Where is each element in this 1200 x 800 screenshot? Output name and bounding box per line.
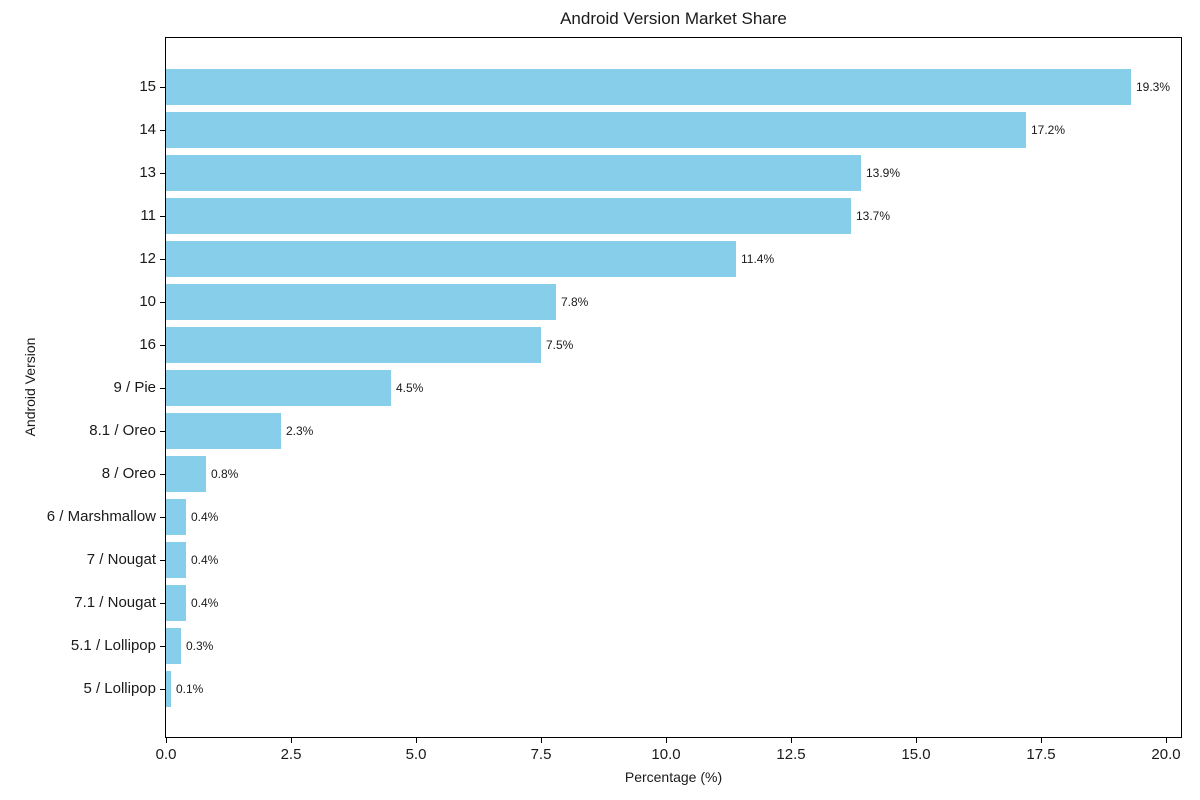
- y-tick-label: 12: [139, 249, 156, 267]
- plot-area: 19.3% 17.2% 13.9% 13.7% 11.4% 7.8% 7.5% 4.5% 2.3…: [165, 37, 1182, 738]
- bar: [166, 197, 851, 234]
- bar-row: 0.4%: [166, 495, 1181, 538]
- y-tick-label: 15: [139, 77, 156, 95]
- bar-row: 17.2%: [166, 108, 1181, 151]
- y-tick-mark: [160, 430, 165, 432]
- bar-row: 19.3%: [166, 65, 1181, 108]
- x-tick-mark: [166, 738, 167, 743]
- x-tick-label: 10.0: [651, 746, 681, 763]
- y-tick-mark: [160, 258, 165, 260]
- x-tick-label: 5.0: [405, 746, 427, 763]
- y-tick-mark: [160, 559, 165, 561]
- bar-value-label: 0.4%: [191, 595, 219, 610]
- x-tick-mark: [416, 738, 417, 743]
- bar-value-label: 17.2%: [1031, 122, 1066, 137]
- bar: [166, 154, 861, 191]
- x-tick-label: 0.0: [155, 746, 177, 763]
- x-tick-mark: [1041, 738, 1042, 743]
- bar: [166, 369, 391, 406]
- y-tick-label: 11: [140, 206, 156, 224]
- y-tick-mark: [160, 86, 165, 88]
- bar: [166, 326, 541, 363]
- bar-row: 4.5%: [166, 366, 1181, 409]
- bar-row: 11.4%: [166, 237, 1181, 280]
- y-tick-mark: [160, 387, 165, 389]
- x-tick-label: 17.5: [1026, 746, 1056, 763]
- x-tick-mark: [1166, 738, 1167, 743]
- bar: [166, 670, 171, 707]
- x-tick-label: 12.5: [776, 746, 806, 763]
- chart-title: Android Version Market Share: [560, 9, 787, 28]
- y-tick-label: 7 / Nougat: [86, 550, 156, 568]
- bar-value-label: 0.8%: [211, 466, 239, 481]
- y-tick-mark: [160, 473, 165, 475]
- x-axis-label: Percentage (%): [624, 769, 723, 785]
- x-tick-label: 7.5: [530, 746, 552, 763]
- x-tick-mark: [916, 738, 917, 743]
- bar-value-label: 0.4%: [191, 552, 219, 567]
- y-tick-mark: [160, 344, 165, 346]
- y-tick-mark: [160, 215, 165, 217]
- bar-row: 0.4%: [166, 538, 1181, 581]
- bar-row: 13.9%: [166, 151, 1181, 194]
- y-tick-mark: [160, 516, 165, 518]
- y-tick-label: 5.1 / Lollipop: [70, 636, 156, 654]
- bar: [166, 584, 186, 621]
- bar: [166, 627, 181, 664]
- bar-value-label: 19.3%: [1136, 79, 1171, 94]
- bar: [166, 283, 556, 320]
- bar-row: 7.5%: [166, 323, 1181, 366]
- bar: [166, 498, 186, 535]
- bar-row: 2.3%: [166, 409, 1181, 452]
- bar-row: 7.8%: [166, 280, 1181, 323]
- bar-row: 0.4%: [166, 581, 1181, 624]
- bar: [166, 111, 1026, 148]
- bar-value-label: 0.1%: [176, 681, 204, 696]
- bar-value-label: 7.8%: [561, 294, 589, 309]
- bar-value-label: 11.4%: [741, 251, 775, 266]
- x-tick-mark: [791, 738, 792, 743]
- bar: [166, 455, 206, 492]
- x-tick-mark: [291, 738, 292, 743]
- x-tick-mark: [541, 738, 542, 743]
- bar-value-label: 13.9%: [866, 165, 901, 180]
- y-tick-label: 10: [139, 292, 156, 310]
- y-tick-label: 16: [139, 335, 156, 353]
- bar-row: 13.7%: [166, 194, 1181, 237]
- bar: [166, 541, 186, 578]
- y-tick-label: 13: [139, 163, 156, 181]
- bar-value-label: 7.5%: [546, 337, 574, 352]
- bar: [166, 240, 736, 277]
- bar-value-label: 0.3%: [186, 638, 214, 653]
- y-tick-label: 7.1 / Nougat: [74, 593, 156, 611]
- bar-value-label: 13.7%: [856, 208, 891, 223]
- y-tick-label: 8 / Oreo: [101, 464, 156, 482]
- y-tick-label: 14: [139, 120, 156, 138]
- y-tick-label: 5 / Lollipop: [83, 679, 156, 697]
- bar-value-label: 2.3%: [286, 423, 314, 438]
- y-tick-label: 6 / Marshmallow: [46, 507, 156, 525]
- y-tick-mark: [160, 129, 165, 131]
- y-tick-mark: [160, 688, 165, 690]
- x-tick-label: 15.0: [901, 746, 931, 763]
- bar-row: 0.1%: [166, 667, 1181, 710]
- y-tick-mark: [160, 172, 165, 174]
- bar-row: 0.8%: [166, 452, 1181, 495]
- bar-value-label: 0.4%: [191, 509, 219, 524]
- y-tick-label: 8.1 / Oreo: [89, 421, 156, 439]
- bar-value-label: 4.5%: [396, 380, 424, 395]
- y-tick-label: 9 / Pie: [113, 378, 156, 396]
- y-tick-mark: [160, 602, 165, 604]
- bar: [166, 68, 1131, 105]
- x-tick-mark: [666, 738, 667, 743]
- x-tick-label: 20.0: [1151, 746, 1181, 763]
- bar: [166, 412, 281, 449]
- x-tick-label: 2.5: [280, 746, 302, 763]
- y-tick-mark: [160, 301, 165, 303]
- bar-row: 0.3%: [166, 624, 1181, 667]
- y-tick-mark: [160, 645, 165, 647]
